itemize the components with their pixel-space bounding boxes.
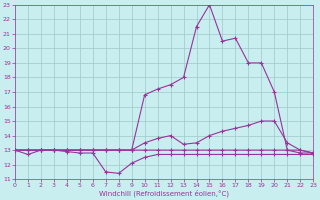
X-axis label: Windchill (Refroidissement éolien,°C): Windchill (Refroidissement éolien,°C) bbox=[99, 190, 229, 197]
